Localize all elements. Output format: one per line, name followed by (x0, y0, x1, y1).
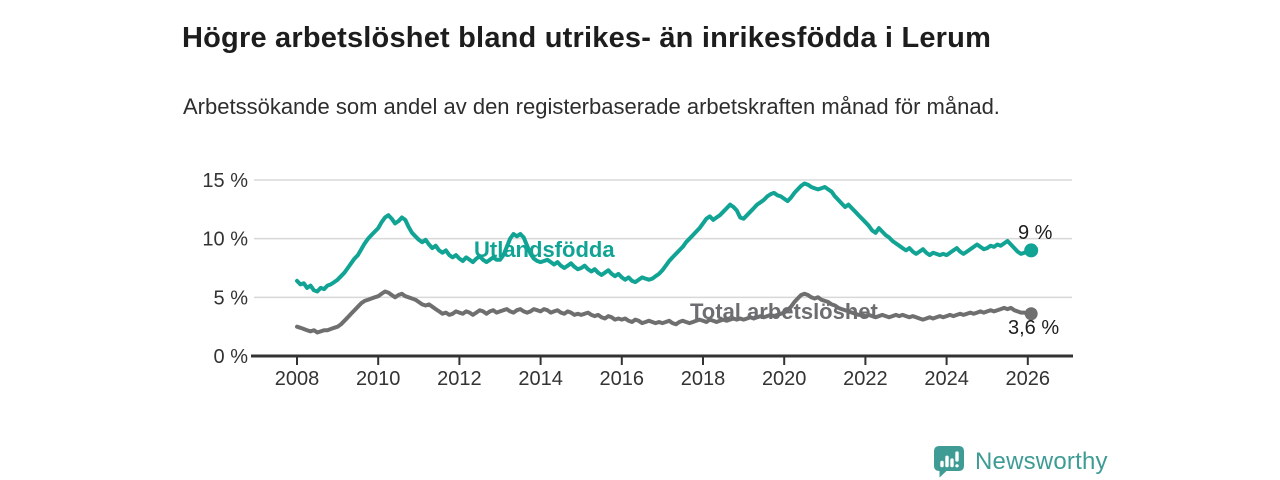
x-tick-label: 2024 (924, 368, 969, 390)
y-tick-label: 5 % (214, 287, 249, 309)
series-label-utlandsfodda: Utlandsfödda (474, 237, 615, 262)
y-tick-label: 10 % (202, 229, 248, 251)
end-marker-total (1024, 307, 1038, 321)
x-tick-label: 2026 (1006, 368, 1051, 390)
newsworthy-logo[interactable]: Newsworthy (933, 445, 1108, 478)
newsworthy-logo-icon (933, 445, 965, 478)
chart-title: Högre arbetslöshet bland utrikes- än inr… (182, 22, 992, 55)
x-tick-label: 2018 (681, 368, 726, 390)
end-value-label-utlandsfodda: 9 % (1018, 222, 1053, 244)
x-tick-label: 2014 (518, 368, 563, 390)
newsworthy-logo-text: Newsworthy (975, 447, 1108, 475)
x-tick-label: 2008 (275, 368, 320, 390)
y-tick-label: 15 % (202, 170, 248, 192)
line-series-total (295, 289, 1034, 335)
series-label-total-arbetsloshet: Total arbetslöshet (690, 299, 878, 324)
x-tick-label: 2022 (843, 368, 888, 390)
x-tick-label: 2012 (437, 368, 482, 390)
x-tick-label: 2010 (356, 368, 401, 390)
x-tick-label: 2020 (762, 368, 807, 390)
end-value-label-total: 3,6 % (1008, 317, 1060, 339)
end-marker-utlandsfodda (1024, 243, 1039, 258)
x-tick-label: 2016 (600, 368, 645, 390)
chart-subtitle: Arbetssökande som andel av den registerb… (183, 94, 1000, 119)
line-series-utlandsfodda (295, 181, 1034, 294)
y-tick-label: 0 % (214, 346, 249, 368)
